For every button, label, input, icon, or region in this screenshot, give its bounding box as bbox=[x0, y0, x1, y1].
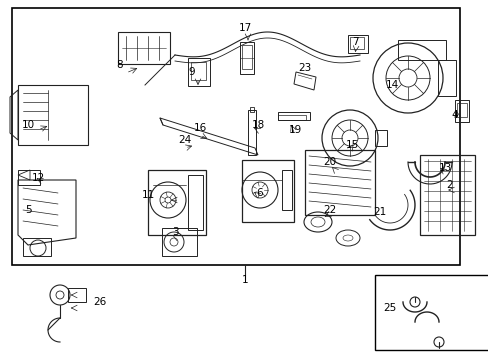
Bar bbox=[374, 275, 488, 350]
Bar bbox=[12, 8, 459, 265]
Bar bbox=[278, 112, 309, 120]
Text: 14: 14 bbox=[385, 80, 398, 90]
Bar bbox=[187, 175, 203, 230]
Bar bbox=[437, 60, 455, 96]
Text: 26: 26 bbox=[93, 297, 106, 307]
Text: 21: 21 bbox=[373, 207, 386, 217]
Text: 11: 11 bbox=[141, 190, 154, 200]
Bar bbox=[282, 170, 291, 210]
Text: 6: 6 bbox=[256, 188, 263, 198]
Text: 10: 10 bbox=[21, 120, 35, 130]
Bar bbox=[349, 37, 363, 49]
Bar bbox=[419, 155, 474, 235]
Text: 16: 16 bbox=[193, 123, 206, 133]
Text: 9: 9 bbox=[188, 67, 195, 77]
Text: 7: 7 bbox=[351, 37, 358, 47]
Text: 17: 17 bbox=[238, 23, 251, 33]
Bar bbox=[347, 35, 367, 53]
Text: 18: 18 bbox=[251, 120, 264, 130]
Text: 12: 12 bbox=[31, 173, 44, 183]
Bar bbox=[187, 58, 209, 86]
Bar bbox=[397, 40, 445, 60]
Bar bbox=[305, 150, 374, 215]
Text: 19: 19 bbox=[288, 125, 301, 135]
Text: 13: 13 bbox=[437, 163, 451, 173]
Text: 22: 22 bbox=[323, 205, 336, 215]
Bar bbox=[247, 110, 256, 155]
Bar bbox=[148, 170, 205, 235]
Text: 4: 4 bbox=[451, 110, 457, 120]
Bar bbox=[162, 228, 197, 256]
Bar bbox=[242, 160, 293, 222]
Text: 2: 2 bbox=[446, 180, 452, 190]
Text: 23: 23 bbox=[298, 63, 311, 73]
Text: 8: 8 bbox=[117, 60, 123, 70]
Text: 15: 15 bbox=[345, 140, 358, 150]
Bar bbox=[242, 45, 251, 69]
Bar bbox=[374, 130, 386, 146]
Bar bbox=[118, 32, 170, 64]
Bar bbox=[454, 100, 468, 122]
Text: 25: 25 bbox=[383, 303, 396, 313]
Bar bbox=[278, 115, 305, 120]
Bar bbox=[18, 170, 40, 185]
Text: 24: 24 bbox=[178, 135, 191, 145]
Bar bbox=[23, 238, 51, 256]
Text: 3: 3 bbox=[171, 227, 178, 237]
Bar bbox=[240, 42, 253, 74]
Text: 1: 1 bbox=[241, 275, 248, 285]
Bar bbox=[456, 103, 466, 117]
Bar bbox=[68, 288, 86, 302]
Text: 20: 20 bbox=[323, 157, 336, 167]
Bar bbox=[249, 107, 253, 112]
Bar bbox=[191, 62, 205, 80]
Text: 5: 5 bbox=[24, 205, 31, 215]
